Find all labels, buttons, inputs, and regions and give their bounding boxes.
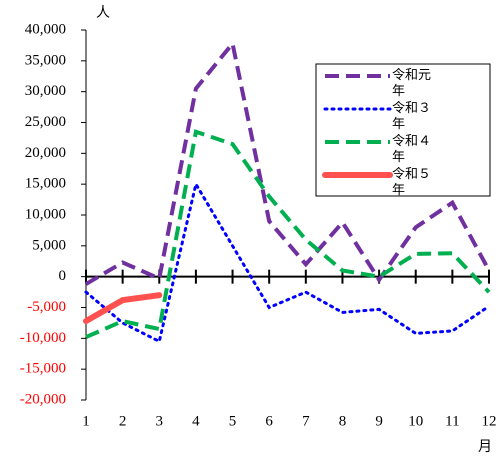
y-tick-label: 10,000 [25, 206, 66, 222]
x-tick-label: 9 [375, 413, 383, 429]
y-tick-label: -10,000 [20, 330, 66, 346]
y-tick-label: 30,000 [25, 83, 66, 99]
x-tick-label: 11 [445, 413, 459, 429]
legend-entry: 令和３年 [392, 101, 432, 132]
y-tick-label: -20,000 [20, 391, 66, 407]
y-tick-label: 35,000 [25, 52, 66, 68]
legend-entry: 令和５年 [392, 167, 432, 198]
series-line [84, 180, 491, 344]
x-tick-label: 12 [482, 413, 497, 429]
x-tick-label: 5 [229, 413, 237, 429]
legend-label: 令和５年 [392, 167, 432, 198]
series-line [85, 129, 491, 339]
legend-entry: 令和４年 [392, 134, 432, 165]
series-line [84, 39, 491, 286]
x-tick-label: 10 [408, 413, 423, 429]
x-tick-label: 4 [192, 413, 200, 429]
y-tick-label: -15,000 [20, 361, 66, 377]
y-tick-label: 15,000 [25, 176, 66, 192]
y-unit: 人 [96, 5, 110, 21]
x-tick-label: 3 [156, 413, 164, 429]
x-unit: 月 [478, 439, 492, 455]
x-tick-label: 2 [119, 413, 127, 429]
legend-label: 令和元年 [392, 68, 432, 99]
series-line [83, 292, 163, 325]
x-tick-label: 7 [302, 413, 310, 429]
y-tick-label: 5,000 [32, 237, 66, 253]
y-tick-label: -5,000 [27, 299, 66, 315]
x-tick-label: 6 [265, 413, 273, 429]
legend-label: 令和３年 [392, 101, 432, 132]
x-tick-label: 1 [82, 413, 90, 429]
x-tick-label: 8 [339, 413, 347, 429]
y-tick-label: 25,000 [25, 114, 66, 130]
y-tick-label: 0 [59, 268, 67, 284]
y-tick-label: 40,000 [25, 21, 66, 37]
legend-entry: 令和元年 [392, 68, 432, 99]
y-tick-label: 20,000 [25, 145, 66, 161]
legend-label: 令和４年 [392, 134, 432, 165]
